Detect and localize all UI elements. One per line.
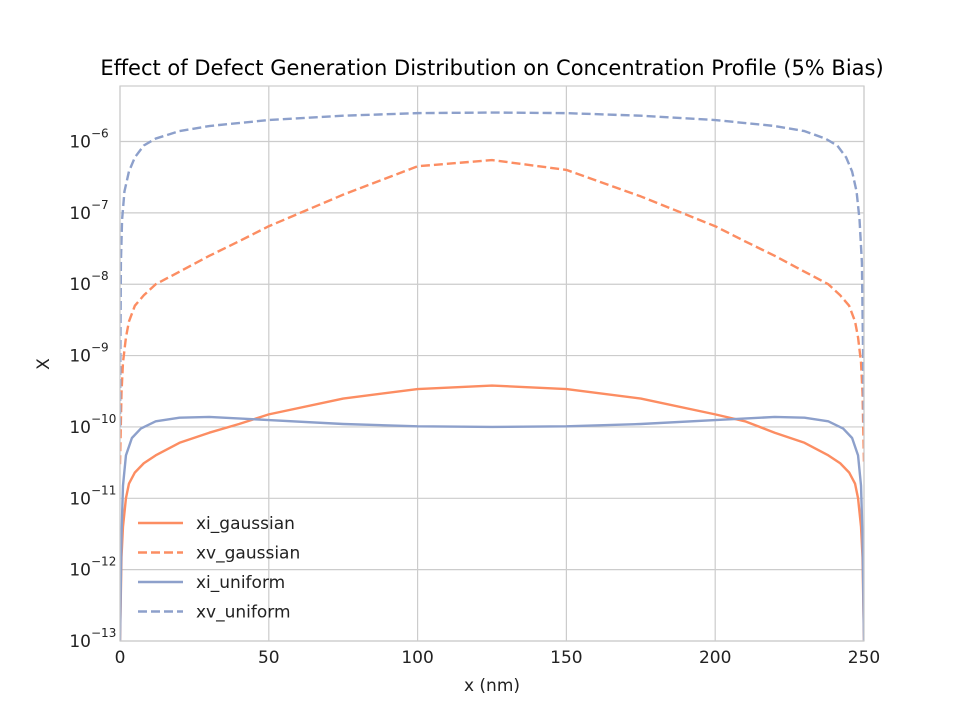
series-line-xi-uniform — [120, 415, 864, 641]
x-tick-label: 250 — [848, 648, 880, 668]
y-tick-base: 10 — [69, 418, 91, 438]
x-tick-label: 200 — [699, 648, 731, 668]
y-tick-base: 10 — [69, 275, 91, 295]
legend-label-xv-uniform: xv_uniform — [196, 603, 291, 623]
x-tick-label: 0 — [115, 648, 126, 668]
y-tick-label: 10 — [69, 133, 91, 153]
series-lines — [120, 111, 864, 641]
legend: xi_gaussian xv_gaussian xi_uniform xv_unifo… — [138, 514, 300, 623]
series-line-xi-gaussian — [120, 384, 864, 641]
chart-title: Effect of Defect Generation Distribution… — [100, 56, 883, 80]
x-axis-label: x (nm) — [464, 676, 520, 696]
y-tick-label: 10 — [69, 204, 91, 224]
y-tick-base: 10 — [69, 561, 91, 581]
y-tick-exponent: −11 — [91, 483, 116, 497]
y-tick-exponent: −9 — [91, 341, 109, 355]
x-tick-label: 50 — [258, 648, 280, 668]
y-tick-exponent: −8 — [91, 269, 109, 283]
legend-label-xv-gaussian: xv_gaussian — [196, 544, 300, 564]
legend-label-xi-uniform: xi_uniform — [196, 573, 285, 593]
y-tick-label: 10 — [69, 418, 91, 438]
y-tick-base: 10 — [69, 347, 91, 367]
y-tick-exponent: −6 — [91, 127, 109, 141]
y-axis-label: X — [34, 358, 54, 370]
y-tick-label: 10 — [69, 347, 91, 367]
series-line-xv-uniform — [120, 111, 864, 427]
y-tick-exponent: −12 — [91, 555, 116, 569]
series-line-xv-gaussian — [120, 158, 864, 465]
plot-frame — [119, 85, 865, 642]
y-tick-label: 10 — [69, 632, 91, 652]
y-tick-label: 10 — [69, 275, 91, 295]
y-tick-exponent: −7 — [91, 198, 109, 212]
y-tick-base: 10 — [69, 133, 91, 153]
y-tick-exponent: −10 — [91, 412, 116, 426]
y-tick-label: 10 — [69, 561, 91, 581]
x-tick-label: 150 — [550, 648, 582, 668]
y-tick-base: 10 — [69, 489, 91, 509]
y-tick-base: 10 — [69, 204, 91, 224]
y-tick-base: 10 — [69, 632, 91, 652]
x-tick-labels: 0 50 100 150 200 250 — [115, 648, 881, 668]
legend-label-xi-gaussian: xi_gaussian — [196, 514, 295, 534]
y-tick-exponent: −13 — [91, 626, 116, 640]
x-tick-label: 100 — [401, 648, 433, 668]
y-tick-label: 10 — [69, 489, 91, 509]
